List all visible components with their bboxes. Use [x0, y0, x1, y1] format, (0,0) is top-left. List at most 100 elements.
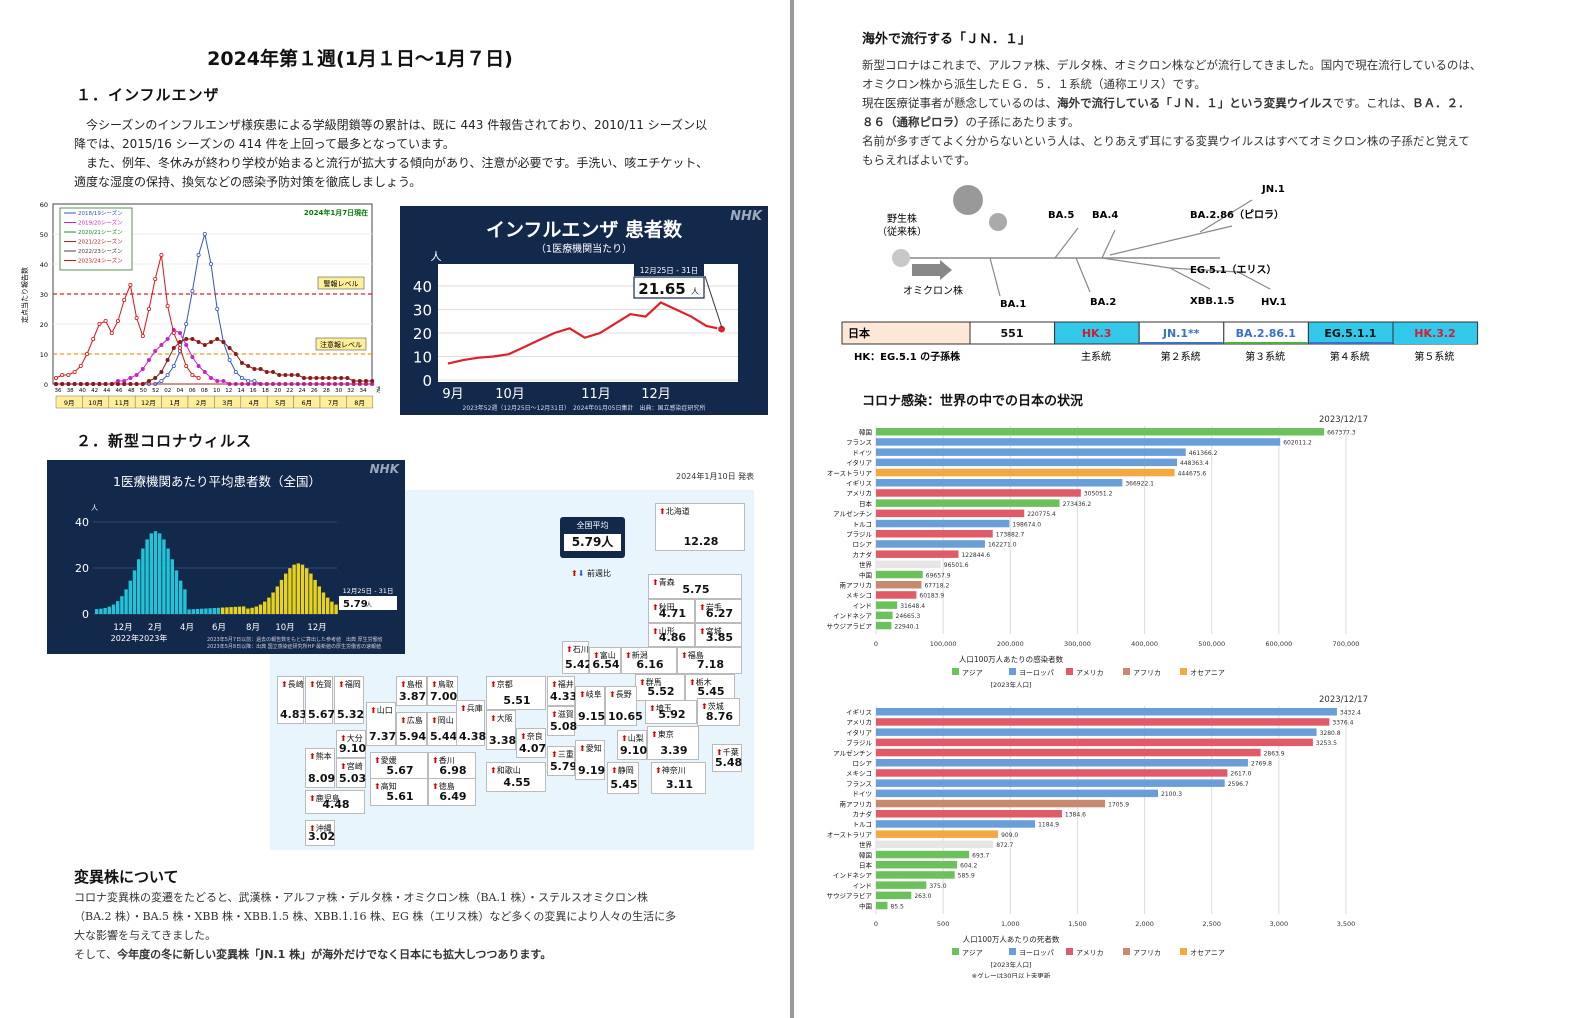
prefecture-15: ⬆島根 3.87	[396, 676, 427, 706]
chart-value-label: 198674.0	[1012, 521, 1041, 528]
caution-level-label: 注意報レベル	[320, 340, 362, 349]
nhk-flu-callout-leader	[704, 275, 723, 329]
flu-season-marker	[60, 372, 65, 377]
chart-bar	[876, 519, 1010, 528]
chart-bar	[876, 708, 1337, 716]
prefecture-name: ⬆茨城	[701, 701, 724, 712]
up-arrow-icon: ⬆	[625, 651, 632, 660]
up-arrow-icon: ⬆	[432, 756, 439, 765]
prefecture-label: 大分	[346, 734, 363, 743]
chart-category-label: インドネシア	[833, 872, 873, 880]
flu-season-marker	[109, 330, 114, 335]
prefecture-value: 5.75	[682, 583, 710, 596]
prefecture-value: 6.54	[592, 658, 620, 671]
up-arrow-icon: ⬆	[579, 744, 586, 753]
flu-season-marker	[171, 345, 176, 350]
nhk-covid-bar	[99, 608, 103, 614]
chart-bar	[876, 861, 958, 869]
prefecture-label: 宮城	[705, 627, 722, 636]
chart-category-label: オーストラリア	[827, 469, 873, 477]
jn1-heading: 海外で流行する「ＪＮ．１」	[862, 32, 1032, 47]
nhk-covid-bar	[237, 606, 242, 614]
chart-value-label: 3280.8	[1320, 730, 1341, 737]
nhk-flu-latest-point	[717, 324, 727, 334]
chart-legend-swatch	[952, 948, 959, 955]
ba2-label: BA.2	[1090, 297, 1116, 308]
prefecture-name: ⬆秋田	[652, 602, 675, 613]
lineage-system-label: 第３系統	[1245, 350, 1285, 363]
chart-bar	[876, 799, 1106, 808]
prefecture-28: ⬆大阪 3.38	[486, 710, 516, 750]
prefecture-label: 群馬	[645, 678, 662, 687]
lineage-cell-label: 551	[1001, 327, 1024, 340]
chart-bar	[876, 591, 917, 599]
chart-category-label: サウジアラビア	[827, 621, 873, 630]
prefecture-31: ⬆東京 3.39	[647, 726, 699, 760]
flu-season-marker	[357, 378, 362, 383]
prefecture-label: 鳥取	[437, 680, 454, 689]
nhk-covid-bar	[162, 539, 166, 614]
prefecture-label: 大阪	[496, 714, 513, 723]
prefecture-value: 9.19	[578, 764, 606, 777]
prefecture-6: ⬆石川 5.42	[562, 641, 592, 674]
nhk-covid-bar	[321, 592, 326, 614]
prefecture-value: 4.86	[658, 631, 687, 644]
chart-value-label: 69657.9	[926, 572, 951, 579]
flu-season-marker	[147, 307, 152, 312]
nhk-covid-callout-period: 12月25日 - 31日	[343, 587, 394, 595]
flu-week-tick: 28	[323, 388, 330, 394]
flu-season-marker	[165, 357, 170, 362]
prefecture-value: 5.32	[337, 708, 365, 721]
chart-category-label: 日本	[859, 499, 873, 508]
flu-season-marker	[147, 357, 152, 362]
nhk-covid-bar	[200, 608, 204, 614]
flu-season-marker	[177, 339, 182, 344]
chart-xnote: [2023年人口]	[990, 680, 1031, 689]
chart-category-label: ロシア	[853, 760, 873, 768]
chart-category-label: ロシア	[853, 541, 873, 549]
flu-season-marker	[122, 298, 127, 303]
up-arrow-icon: ⬆	[621, 734, 628, 743]
flu-season-marker	[221, 378, 226, 383]
chart-value-label: 162271.0	[988, 542, 1017, 549]
nhk-covid-ytick: 20	[75, 562, 89, 575]
flu-week-tick: 32	[347, 388, 354, 394]
chart-bar	[876, 728, 1317, 736]
prefecture-name: ⬆群馬	[639, 677, 662, 688]
prefecture-value: 5.92	[658, 708, 686, 721]
lineage-cell-label: HK.3.2	[1414, 327, 1455, 340]
chart-xtick: 500,000	[1198, 640, 1225, 648]
flu-month-label: 11月	[115, 399, 130, 407]
up-arrow-icon: ⬆	[431, 680, 438, 689]
prefecture-name: ⬆大分	[340, 733, 363, 744]
prefecture-5: ⬆宮城 3.85	[695, 623, 742, 647]
prefecture-name: ⬆千葉	[716, 747, 739, 758]
prefecture-label: 広島	[406, 716, 423, 725]
nhk-covid-ytick: 0	[82, 608, 89, 621]
flu-week-tick: 30	[335, 388, 342, 394]
chart-category-label: 南アフリカ	[840, 581, 873, 590]
nhk-covid-bar	[250, 607, 254, 614]
chart-value-label: 2863.9	[1264, 750, 1285, 757]
flu-ytick: 0	[44, 381, 48, 389]
prefecture-value: 6.16	[636, 658, 664, 671]
up-arrow-icon: ⬆	[609, 690, 616, 699]
flu-week-tick: 52	[152, 388, 159, 394]
lineage-diagram: 野生株（従来株） オミクロン株 BA.1 BA.2 BA.5 BA.4 BA.2…	[841, 184, 1479, 363]
flu-season-marker	[202, 232, 207, 237]
flu-season-marker	[221, 339, 226, 344]
flu-season-marker	[295, 372, 300, 377]
nhk-covid-years: 2022年2023年	[111, 633, 168, 643]
flu-season-marker	[320, 375, 325, 380]
prefecture-29: ⬆奈良 4.07	[516, 728, 546, 758]
nhk-covid-bar	[284, 573, 288, 614]
prefecture-label: 京都	[496, 680, 513, 689]
prefecture-label: 宮崎	[346, 762, 363, 771]
nhk-covid-bar	[153, 531, 158, 614]
prefecture-44: ⬆愛知 9.19	[575, 740, 605, 780]
flu-week-tick: 36	[55, 388, 62, 394]
prefecture-name: ⬆広島	[400, 715, 423, 726]
prefecture-value: 4.07	[519, 742, 547, 755]
chart-bar	[876, 748, 1261, 757]
nhk-covid-unit: 人	[91, 504, 98, 512]
